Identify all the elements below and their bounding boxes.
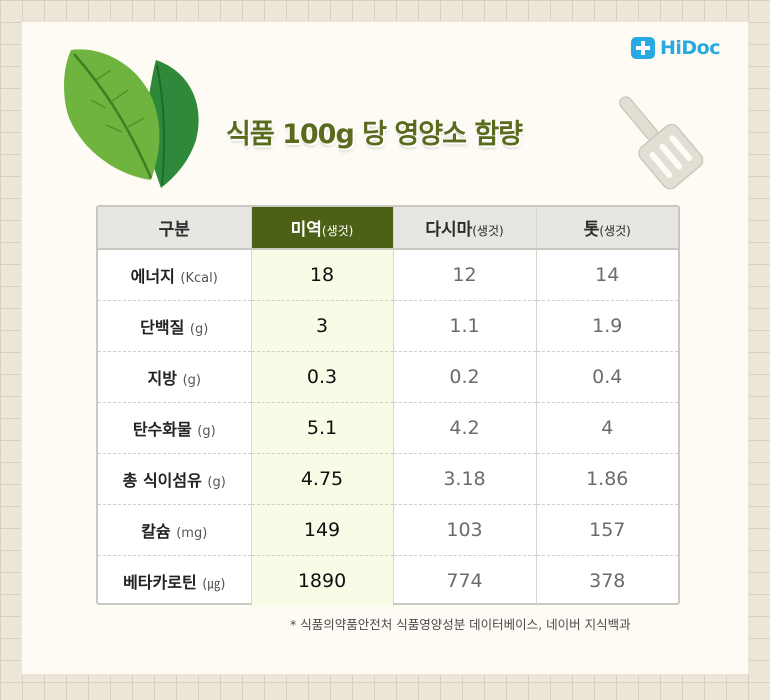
hidoc-logo-icon	[630, 36, 656, 60]
row-label: 단백질 (g)	[98, 300, 252, 352]
cell-miyeok: 5.1	[251, 402, 394, 454]
cell-tot: 378	[589, 570, 626, 592]
table-row: 베타카로틴 (㎍) 1890 774 378	[98, 555, 678, 606]
cell-dasima: 0.2	[393, 351, 537, 403]
header-sub: (생것)	[472, 224, 504, 238]
header-category: 구분	[98, 207, 252, 250]
cell-miyeok: 18	[251, 249, 394, 301]
cell-tot: 4	[536, 402, 678, 454]
header-tot: 톳(생것)	[536, 207, 678, 250]
header-label: 미역	[290, 220, 322, 240]
row-label: 총 식이섬유 (g)	[98, 453, 252, 505]
spatula-icon	[606, 84, 706, 198]
row-label: 칼슘 (mg)	[98, 504, 252, 556]
cell-miyeok: 1890	[251, 555, 394, 606]
cell-miyeok: 3	[251, 300, 394, 352]
header-dasima: 다시마(생것)	[393, 207, 537, 250]
cell-dasima: 774	[393, 555, 537, 606]
cell-tot: 1.9	[536, 300, 678, 352]
header-sub: (생것)	[321, 224, 354, 238]
row-label: 베타카로틴 (㎍)	[98, 555, 252, 606]
header-sub: (생것)	[599, 224, 631, 238]
header-label: 톳	[583, 220, 600, 240]
table-header-row: 구분 미역(생것) 다시마(생것) 톳(생것)	[98, 207, 678, 250]
table-row: 총 식이섬유 (g) 4.75 3.18 1.86	[98, 453, 678, 505]
header-label: 구분	[158, 220, 190, 240]
table-row: 칼슘 (mg) 149 103 157	[98, 504, 678, 556]
cell-dasima: 4.2	[393, 402, 537, 454]
table-row: 단백질 (g) 3 1.1 1.9	[98, 300, 678, 352]
hidoc-logo-text: HiDoc	[660, 37, 721, 59]
cell-dasima: 3.18	[393, 453, 537, 505]
table-row: 탄수화물 (g) 5.1 4.2 4	[98, 402, 678, 454]
cell-dasima: 1.1	[393, 300, 537, 352]
cell-miyeok: 149	[251, 504, 394, 556]
row-label: 에너지 (Kcal)	[98, 249, 252, 301]
nutrition-table: 구분 미역(생것) 다시마(생것) 톳(생것) 에너지 (Kcal) 18 12…	[96, 205, 680, 606]
page-title: 식품 100g 당 영양소 함량	[226, 119, 523, 150]
cell-tot: 14	[536, 249, 678, 301]
table-row: 지방 (g) 0.3 0.2 0.4	[98, 351, 678, 403]
header-label: 다시마	[425, 220, 473, 240]
row-label: 탄수화물 (g)	[98, 402, 252, 454]
source-footnote: * 식품의약품안전처 식품영양성분 데이터베이스, 네이버 지식백과	[290, 617, 631, 632]
leaf-illustration-icon	[56, 40, 216, 194]
table-row: 에너지 (Kcal) 18 12 14	[98, 249, 678, 301]
cell-tot: 1.86	[536, 453, 678, 505]
cell-dasima: 12	[393, 249, 537, 301]
cell-dasima: 103	[393, 504, 537, 556]
cell-tot: 0.4	[536, 351, 678, 403]
hidoc-logo[interactable]: HiDoc	[630, 36, 721, 60]
header-miyeok: 미역(생것)	[251, 207, 394, 250]
row-label: 지방 (g)	[98, 351, 252, 403]
cell-tot: 157	[536, 504, 678, 556]
cell-miyeok: 4.75	[251, 453, 394, 505]
cell-miyeok: 0.3	[251, 351, 394, 403]
